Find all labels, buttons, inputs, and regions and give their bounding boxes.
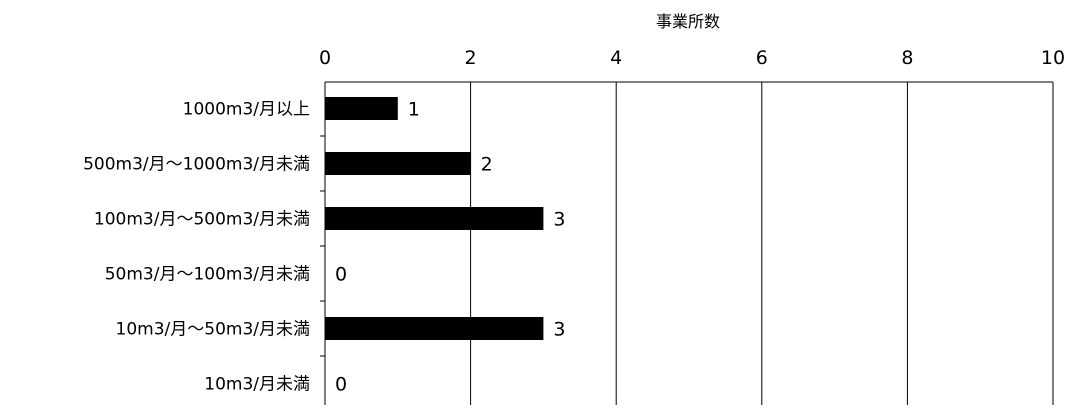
x-tick-labels: 0 2 4 6 8 10 [319, 47, 1065, 69]
x-tick-label: 4 [610, 47, 622, 69]
category-labels: 1000m3/月以上 500m3/月～1000m3/月未満 100m3/月～500m… [83, 100, 310, 395]
data-label: 1 [408, 99, 420, 121]
bar [325, 207, 544, 230]
bar [325, 152, 471, 175]
bars [325, 97, 544, 340]
data-label: 3 [553, 209, 565, 231]
data-labels: 1 2 3 0 3 0 [335, 99, 565, 396]
bar [325, 317, 544, 340]
category-label: 1000m3/月以上 [183, 100, 310, 120]
grid-lines [320, 81, 1054, 405]
bar [325, 97, 398, 120]
category-label: 100m3/月～500m3/月未満 [94, 210, 310, 230]
x-tick-label: 8 [901, 47, 913, 69]
x-axis-title: 事業所数 [656, 12, 720, 31]
category-label: 10m3/月～50m3/月未満 [116, 320, 310, 340]
data-label: 3 [553, 319, 565, 341]
category-label: 10m3/月未満 [204, 375, 310, 395]
x-tick-label: 0 [319, 47, 331, 69]
data-label: 0 [335, 374, 347, 396]
data-label: 2 [481, 154, 493, 176]
x-tick-label: 6 [756, 47, 768, 69]
category-label: 50m3/月～100m3/月未満 [105, 265, 310, 285]
data-label: 0 [335, 264, 347, 286]
x-tick-label: 10 [1041, 47, 1065, 69]
x-tick-label: 2 [465, 47, 477, 69]
category-label: 500m3/月～1000m3/月未満 [83, 155, 310, 175]
